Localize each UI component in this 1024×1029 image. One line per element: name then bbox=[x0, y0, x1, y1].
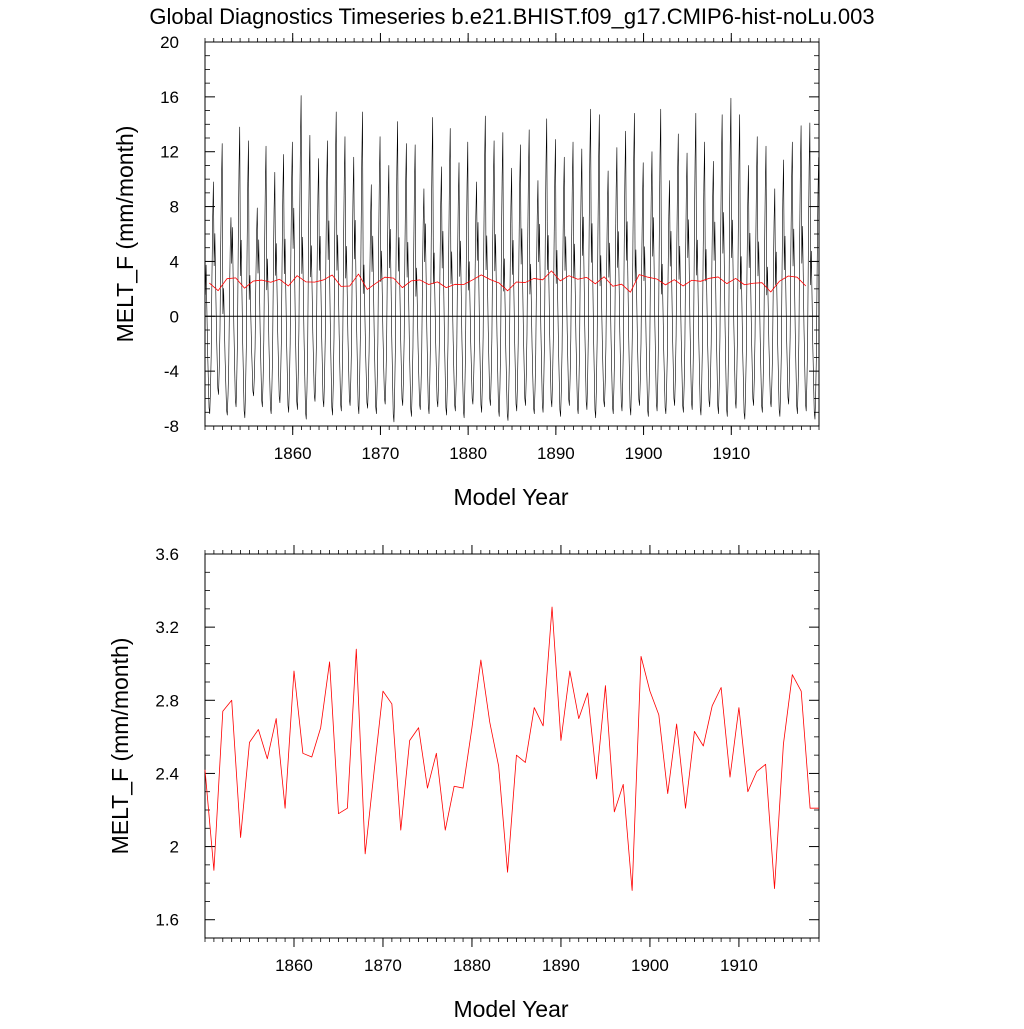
top-chart-x-tick-label: 1900 bbox=[625, 444, 663, 463]
bottom-chart-plot-area: 1860 1870 1880 1890 1900 1910 1.6 2 2.4 2.8 3.2 3.6 bbox=[155, 545, 819, 975]
top-chart-xlabel: Model Year bbox=[453, 484, 568, 510]
bottom-chart-ylabel: MELT_F (mm/month) bbox=[107, 638, 133, 855]
top-chart-y-tick-label: 16 bbox=[160, 88, 179, 107]
bottom-chart-x-tick-label: 1860 bbox=[275, 956, 313, 975]
bottom-chart-y-tick-label: 2.8 bbox=[155, 691, 179, 710]
top-chart-x-tick-label: 1860 bbox=[274, 444, 312, 463]
top-chart-x-tick-label: 1910 bbox=[712, 444, 750, 463]
top-chart-x-tick-label: 1880 bbox=[449, 444, 487, 463]
top-chart-y-tick-label: 8 bbox=[170, 198, 179, 217]
top-chart-y-tick-label: 20 bbox=[160, 33, 179, 52]
bottom-chart-x-tick-label: 1910 bbox=[720, 956, 758, 975]
top-chart-ylabel: MELT_F (mm/month) bbox=[112, 126, 138, 343]
bottom-chart-y-tick-label: 3.6 bbox=[155, 545, 179, 564]
bottom-chart-y-tick-label: 3.2 bbox=[155, 618, 179, 637]
top-chart-plot-area: 1860 1870 1880 1890 1900 1910 -8 -4 0 4 8 12 16 20 bbox=[160, 33, 819, 463]
top-chart-y-tick-label: -8 bbox=[164, 417, 179, 436]
bottom-chart-x-tick-label: 1880 bbox=[453, 956, 491, 975]
top-chart-x-tick-label: 1890 bbox=[537, 444, 575, 463]
bottom-chart-y-tick-label: 1.6 bbox=[155, 911, 179, 930]
top-chart-y-tick-label: -4 bbox=[164, 362, 179, 381]
top-chart-x-tick-label: 1870 bbox=[362, 444, 400, 463]
page-title: Global Diagnostics Timeseries b.e21.BHIS… bbox=[149, 4, 874, 29]
top-chart-monthly-series-line bbox=[205, 95, 818, 421]
bottom-chart-x-tick-label: 1890 bbox=[542, 956, 580, 975]
bottom-chart-y-tick-label: 2 bbox=[170, 838, 179, 857]
bottom-chart-xlabel: Model Year bbox=[453, 996, 568, 1022]
top-chart-annual-series-line bbox=[209, 271, 805, 292]
top-chart-y-tick-label: 12 bbox=[160, 143, 179, 162]
top-chart-y-tick-label: 0 bbox=[170, 307, 179, 326]
top-chart: 1860 1870 1880 1890 1900 1910 -8 -4 0 4 8 12 16 20 Mo… bbox=[112, 33, 819, 510]
bottom-chart-x-tick-label: 1870 bbox=[364, 956, 402, 975]
bottom-chart: 1860 1870 1880 1890 1900 1910 1.6 2 2.4 2.8 3.2 3.6… bbox=[107, 545, 819, 1022]
top-chart-y-tick-label: 4 bbox=[170, 252, 179, 271]
bottom-chart-x-tick-label: 1900 bbox=[631, 956, 669, 975]
bottom-chart-annual-series-line bbox=[205, 607, 819, 890]
bottom-chart-y-tick-label: 2.4 bbox=[155, 764, 179, 783]
